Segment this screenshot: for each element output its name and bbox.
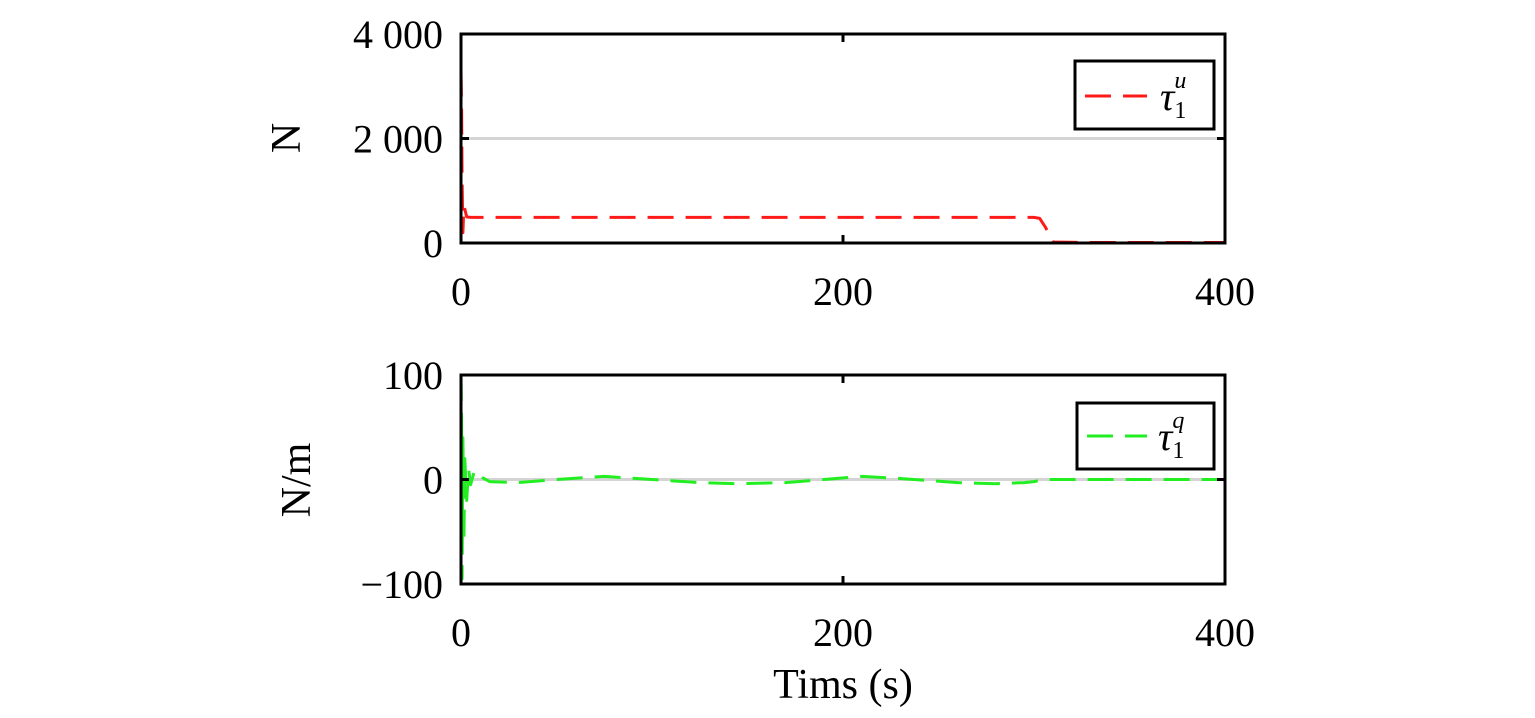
bottom-x-tick-labels: 0 200 400 xyxy=(451,610,1255,655)
bottom-y-tick-label-2: 100 xyxy=(383,353,443,398)
bottom-y-tick-label-0: −100 xyxy=(360,562,443,607)
top-legend: τ1u xyxy=(1073,59,1216,131)
top-x-tick-label-1: 200 xyxy=(813,269,873,314)
bottom-y-tick-labels: −100 0 100 xyxy=(360,353,443,607)
top-x-tick-labels: 0 200 400 xyxy=(451,269,1255,314)
top-series-line-0 xyxy=(459,70,1225,244)
top-y-tick-label-0: 0 xyxy=(423,221,443,266)
bottom-series-line-0 xyxy=(459,374,1225,581)
bottom-legend: τ1q xyxy=(1075,401,1216,471)
top-y-axis-title: N xyxy=(264,123,310,153)
bottom-tick-marks xyxy=(459,373,1227,586)
top-x-tick-label-0: 0 xyxy=(451,269,471,314)
bottom-y-axis-title: N/m xyxy=(274,442,320,517)
top-tick-marks xyxy=(459,32,1227,245)
bottom-y-tick-label-1: 0 xyxy=(423,458,443,503)
bottom-legend-label: τ1q xyxy=(1158,408,1184,464)
bottom-series-group xyxy=(459,374,1225,581)
bottom-x-tick-label-2: 400 xyxy=(1195,610,1255,655)
top-y-tick-label-2: 4 000 xyxy=(353,12,443,57)
bottom-x-axis-title: Tims (s) xyxy=(773,662,913,708)
top-legend-label: τ1u xyxy=(1160,68,1186,124)
top-y-tick-label-1: 2 000 xyxy=(353,117,443,162)
top-y-tick-labels: 0 2 000 4 000 xyxy=(353,12,443,266)
bottom-x-tick-label-0: 0 xyxy=(451,610,471,655)
top-series-group xyxy=(459,70,1225,244)
bottom-x-tick-label-1: 200 xyxy=(813,610,873,655)
top-x-tick-label-2: 400 xyxy=(1195,269,1255,314)
top-panel: 0 2 000 4 000 0 200 400 N τ1u xyxy=(264,12,1255,314)
